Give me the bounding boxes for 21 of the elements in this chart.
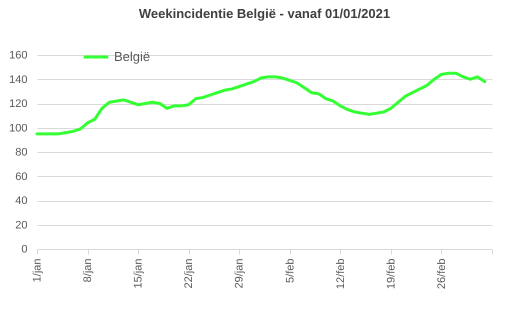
y-tick-label: 20 [15,219,28,232]
y-tick-label: 120 [9,98,28,110]
y-tick-label: 0 [21,244,28,256]
x-tick-label: 15/jan [132,258,145,288]
x-tick-label: 1/jan [32,258,44,282]
y-tick-label: 60 [15,170,28,183]
y-tick-label: 100 [9,122,28,134]
legend-label: België [114,49,150,64]
x-tick-label: 8/jan [82,258,94,282]
x-tick-label: 22/jan [183,258,196,288]
y-tick-label: 160 [9,50,28,62]
y-tick-label: 140 [9,74,28,86]
line-series [36,72,486,136]
y-tick-label: 40 [15,195,28,207]
x-tick-label: 5/feb [284,258,296,283]
x-tick-label: 19/feb [385,258,398,290]
x-tick-label: 26/feb [436,258,448,290]
chart-title: Weekincidentie België - vanaf 01/01/2021 [138,6,390,21]
x-tick-label: 29/jan [234,258,246,288]
y-tick-label: 80 [15,146,28,158]
x-tick-label: 12/feb [334,258,347,290]
